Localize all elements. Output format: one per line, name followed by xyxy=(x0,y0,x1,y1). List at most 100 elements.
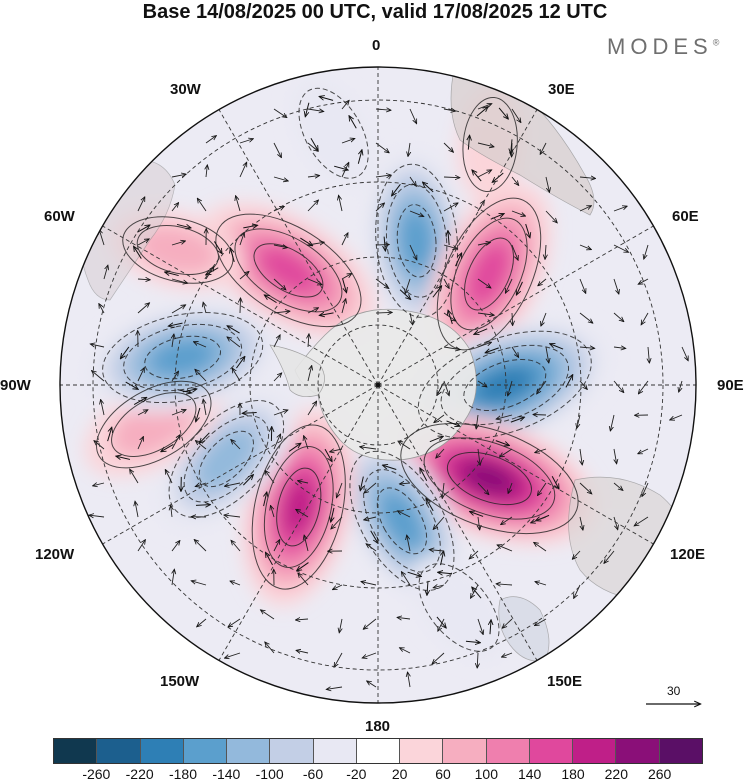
wind-vector xyxy=(171,305,185,314)
wind-vector xyxy=(577,414,581,428)
wind-vector xyxy=(195,505,210,506)
wind-vector xyxy=(307,402,316,416)
contour-line xyxy=(440,344,570,426)
wind-vector xyxy=(432,286,442,298)
wind-vector xyxy=(579,347,594,348)
wind-vector xyxy=(443,347,460,350)
anomaly-level xyxy=(463,462,516,495)
contour-line xyxy=(349,450,455,591)
lon-label-150e: 150E xyxy=(547,673,583,690)
wind-vector xyxy=(361,582,377,586)
wind-vector xyxy=(364,618,377,629)
wind-vector xyxy=(409,176,416,186)
colorbar-tick-label: 20 xyxy=(391,766,408,782)
contour-line xyxy=(396,204,437,278)
wind-vector xyxy=(477,142,494,147)
wind-vector xyxy=(465,641,480,642)
wind-vector xyxy=(224,515,241,517)
wind-vector xyxy=(438,618,445,631)
wind-vector xyxy=(506,278,513,293)
wind-vector xyxy=(307,242,324,245)
wind-vector xyxy=(580,516,583,530)
wind-vector xyxy=(545,244,546,259)
meridian-line xyxy=(218,384,379,661)
wind-vector xyxy=(298,481,309,483)
contour-line xyxy=(198,430,254,488)
wind-vector xyxy=(232,368,241,382)
wind-vector xyxy=(339,196,343,212)
wind-vector xyxy=(137,279,150,280)
contour-line xyxy=(102,312,264,404)
anomaly-level xyxy=(282,478,315,536)
wind-vector xyxy=(533,414,547,415)
wind-vector xyxy=(550,344,564,350)
wind-vector xyxy=(443,312,456,321)
wind-vector xyxy=(171,174,186,177)
wind-vector xyxy=(194,342,207,348)
wind-vector xyxy=(497,545,513,552)
wind-vector xyxy=(271,506,275,518)
contour-line xyxy=(253,243,324,298)
wind-vector xyxy=(534,543,547,552)
wind-vector xyxy=(511,244,518,260)
wind-vector xyxy=(490,620,491,635)
wind-vector xyxy=(192,581,207,586)
contour-line xyxy=(376,487,428,555)
contour-line xyxy=(418,563,500,652)
contour-line xyxy=(183,415,270,503)
wind-vector xyxy=(614,448,617,463)
contour-line xyxy=(263,446,334,568)
wind-vector xyxy=(495,440,509,446)
wind-vector xyxy=(375,312,392,313)
antarctic-peninsula xyxy=(269,344,325,397)
wind-vector xyxy=(407,536,411,552)
wind-vector xyxy=(273,142,281,157)
wind-vector xyxy=(304,436,309,450)
wind-vector xyxy=(135,502,139,518)
lon-label-120e: 120E xyxy=(670,546,706,563)
wind-vector xyxy=(681,346,688,360)
anomaly-level xyxy=(257,246,319,295)
wind-vector xyxy=(639,380,649,394)
wind-vector xyxy=(579,312,593,323)
wind-vector xyxy=(511,346,518,357)
wind-vector xyxy=(613,347,625,348)
wind-vector xyxy=(613,482,623,490)
wind-vector xyxy=(470,550,479,559)
anomaly-level xyxy=(399,208,434,274)
wind-vector xyxy=(243,413,257,414)
wind-vector xyxy=(409,108,416,123)
lon-label-30w: 30W xyxy=(170,81,201,98)
wind-vector xyxy=(171,435,180,450)
wind-vector xyxy=(172,334,174,348)
wind-vector xyxy=(121,346,130,358)
wind-vector xyxy=(472,170,482,182)
wind-vector xyxy=(644,244,649,259)
wind-vector xyxy=(472,587,482,599)
wind-vector xyxy=(89,515,105,517)
wind-vector xyxy=(171,541,180,552)
wind-vector xyxy=(231,541,241,552)
wind-vector xyxy=(517,281,523,295)
wind-vector xyxy=(320,313,334,315)
colorbar-swatch xyxy=(355,739,400,763)
wind-vector xyxy=(392,184,401,195)
wind-vector xyxy=(468,136,469,150)
wind-vector xyxy=(366,544,377,552)
modes-logo-text: MODES xyxy=(607,34,713,59)
wind-vector xyxy=(341,299,346,314)
wind-vector xyxy=(639,278,649,284)
colorbar-swatch xyxy=(485,739,529,763)
wind-vector xyxy=(196,407,201,421)
modes-logo: MODES® xyxy=(607,34,719,60)
wind-vector xyxy=(434,585,445,588)
contour-line xyxy=(463,359,547,411)
reference-vector-value: 30 xyxy=(667,684,681,698)
contour-line xyxy=(95,380,212,469)
contour-line xyxy=(363,469,441,573)
wind-vector xyxy=(477,278,491,288)
wind-vector xyxy=(342,278,347,292)
contour-line xyxy=(215,213,362,328)
wind-vector xyxy=(341,163,349,178)
